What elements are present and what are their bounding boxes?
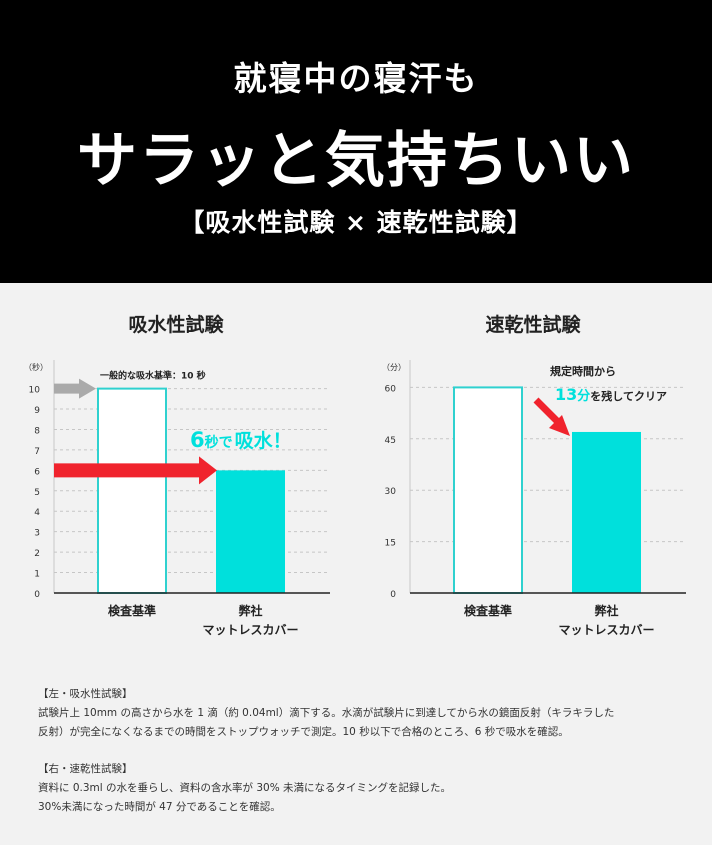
bar-standard xyxy=(453,386,523,595)
category-label: マットレスカバー xyxy=(558,623,654,637)
notes-left-line-1: 試験片上 10mm の高さから水を 1 滴（約 0.04ml）滴下する。水滴が試… xyxy=(38,707,615,719)
callout-absorption: 6秒で 吸水！ xyxy=(190,428,292,452)
y-tick-label: 0 xyxy=(34,590,40,600)
reference-label: 一般的な吸水基準：10 秒 xyxy=(100,370,206,382)
y-tick-label: 5 xyxy=(34,488,40,498)
y-unit-label: （分） xyxy=(382,363,406,372)
headline-main: サラッと気持ちいい xyxy=(77,126,635,196)
callout-quickdry-line-2: 13分を残してクリア xyxy=(555,385,667,404)
category-label: 弊社 xyxy=(594,603,618,618)
reference-arrow-head xyxy=(79,378,96,399)
y-tick-label: 9 xyxy=(34,406,40,416)
category-label: 検査基準 xyxy=(108,603,156,618)
chart-title-quickdry: 速乾性試験 xyxy=(485,314,581,336)
reference-arrow-shaft xyxy=(54,383,79,394)
y-tick-label: 1 xyxy=(34,570,40,580)
y-tick-label: 8 xyxy=(34,426,40,436)
y-tick-label: 7 xyxy=(34,447,40,457)
callout-arrow-head xyxy=(549,415,570,436)
headline-subtitle: 【吸水性試験 × 速乾性試験】 xyxy=(179,208,533,237)
category-label: 検査基準 xyxy=(464,603,512,618)
y-tick-label: 0 xyxy=(390,590,396,600)
y-tick-label: 30 xyxy=(385,487,397,497)
notes-right-heading: 【右・速乾性試験】 xyxy=(38,763,133,775)
headline-line-1: 就寝中の寝汗も xyxy=(233,59,479,98)
notes-right-line-2: 30%未満になった時間が 47 分であることを確認。 xyxy=(38,801,281,813)
y-tick-label: 60 xyxy=(385,384,397,394)
y-tick-label: 15 xyxy=(385,539,396,549)
y-tick-label: 45 xyxy=(385,436,396,446)
bar-product xyxy=(572,431,641,593)
y-tick-label: 4 xyxy=(34,508,40,518)
y-tick-label: 10 xyxy=(29,386,41,396)
result-arrow-shaft xyxy=(54,463,199,478)
y-tick-label: 6 xyxy=(34,467,40,477)
header-banner: 就寝中の寝汗も サラッと気持ちいい 【吸水性試験 × 速乾性試験】 xyxy=(0,0,712,283)
bar-standard xyxy=(97,387,167,595)
chart-title-absorption: 吸水性試験 xyxy=(128,314,224,336)
category-label: マットレスカバー xyxy=(202,623,298,637)
notes-left-line-2: 反射）が完全になくなるまでの時間をストップウォッチで測定。10 秒以下で合格のと… xyxy=(38,726,569,738)
category-label: 弊社 xyxy=(238,603,262,618)
result-arrow-head xyxy=(199,456,217,485)
notes-left-heading: 【左・吸水性試験】 xyxy=(38,688,133,700)
test-notes: 【左・吸水性試験】 試験片上 10mm の高さから水を 1 滴（約 0.04ml… xyxy=(38,685,678,835)
notes-right-line-1: 資料に 0.3ml の水を垂らし、資料の含水率が 30% 未満になるタイミングを… xyxy=(38,782,452,794)
y-unit-label: （秒） xyxy=(24,362,48,372)
y-tick-label: 2 xyxy=(34,549,40,559)
y-tick-label: 3 xyxy=(34,529,40,539)
callout-quickdry-line-1: 規定時間から xyxy=(550,364,616,378)
bar-product xyxy=(216,470,285,593)
callout-arrow-shaft xyxy=(533,397,563,427)
